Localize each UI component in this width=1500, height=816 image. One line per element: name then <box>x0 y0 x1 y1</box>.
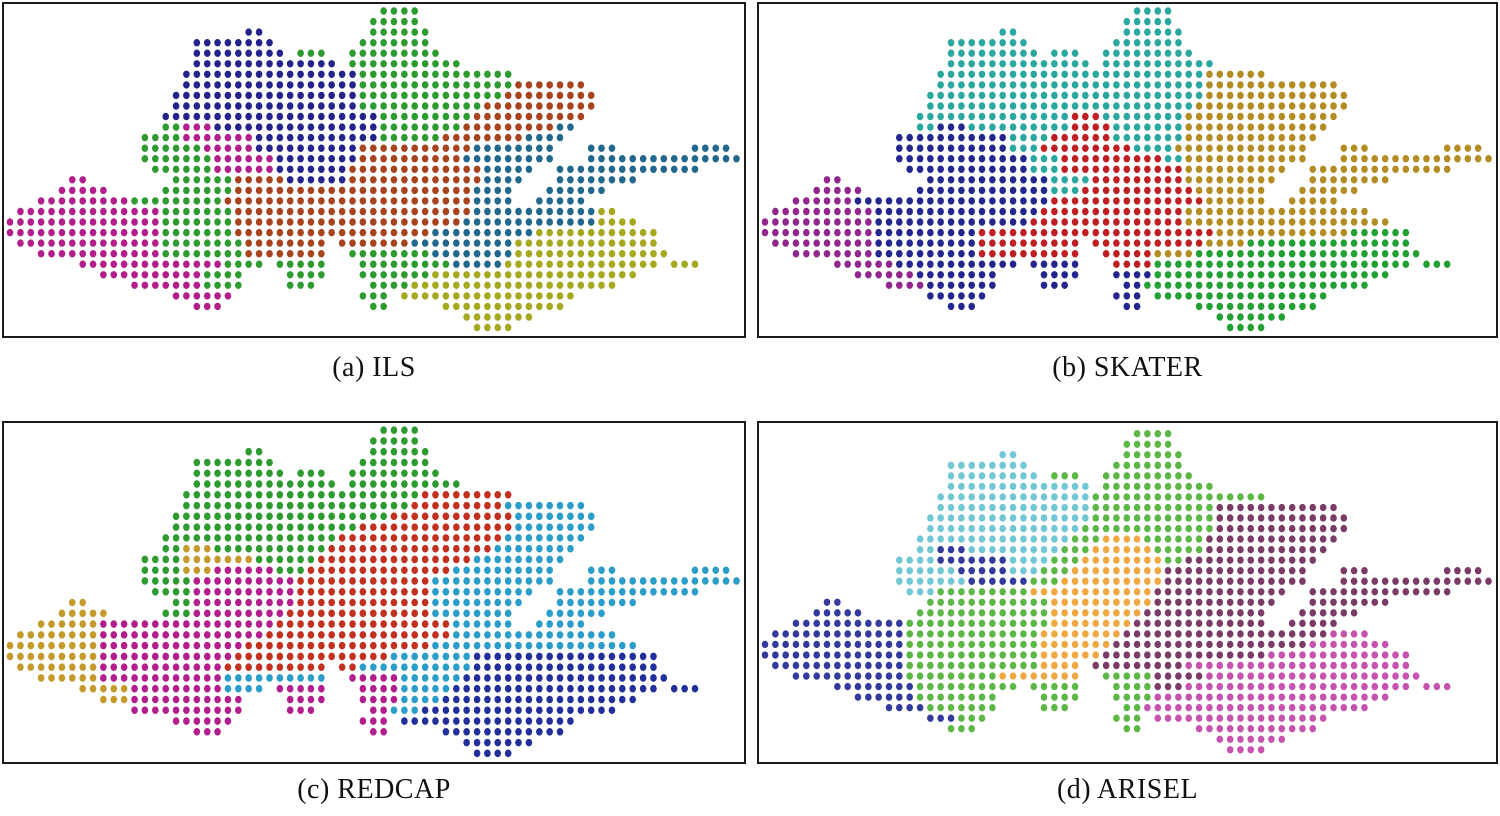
panel-arisel <box>757 421 1498 764</box>
caption-ils: (a) ILS <box>332 352 416 383</box>
dot-map-redcap <box>6 426 740 758</box>
dot-map-ils <box>6 7 740 332</box>
panel-redcap <box>2 421 746 764</box>
dot-map-skater <box>761 7 1492 332</box>
panel-ils <box>2 2 746 338</box>
caption-redcap: (c) REDCAP <box>297 774 451 805</box>
panel-skater <box>757 2 1498 338</box>
caption-arisel: (d) ARISEL <box>1056 774 1199 805</box>
caption-skater: (b) SKATER <box>1052 352 1203 383</box>
dot-map-arisel <box>761 430 1492 754</box>
